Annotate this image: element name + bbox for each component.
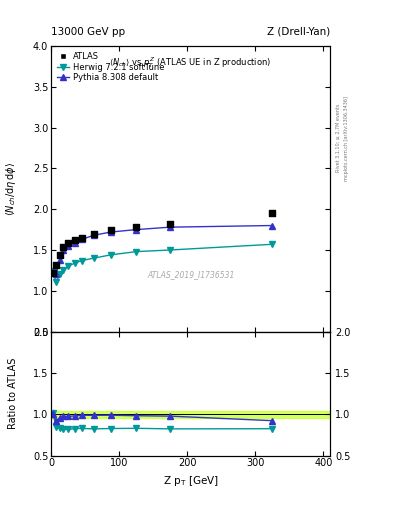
Bar — [51, 411, 330, 418]
Legend: ATLAS, Herwig 7.2.1 softTune, Pythia 8.308 default: ATLAS, Herwig 7.2.1 softTune, Pythia 8.3… — [55, 50, 166, 84]
Point — [79, 233, 85, 242]
Point — [53, 262, 59, 270]
Point — [269, 209, 275, 218]
Point — [90, 229, 97, 238]
Point — [65, 239, 71, 247]
Text: $\langle N_{ch}\rangle$ vs $p_T^Z$ (ATLAS UE in Z production): $\langle N_{ch}\rangle$ vs $p_T^Z$ (ATLA… — [110, 55, 272, 70]
Point — [57, 251, 63, 259]
Point — [72, 236, 78, 244]
Point — [50, 269, 56, 277]
Text: 13000 GeV pp: 13000 GeV pp — [51, 27, 125, 37]
Point — [133, 223, 139, 231]
Y-axis label: Ratio to ATLAS: Ratio to ATLAS — [7, 358, 18, 429]
Point — [108, 226, 114, 234]
X-axis label: Z p$_\mathrm{T}$ [GeV]: Z p$_\mathrm{T}$ [GeV] — [163, 474, 219, 488]
Text: mcplots.cern.ch [arXiv:1306.3436]: mcplots.cern.ch [arXiv:1306.3436] — [344, 96, 349, 181]
Text: Rivet 3.1.10; ≥ 2.7M events: Rivet 3.1.10; ≥ 2.7M events — [336, 104, 341, 173]
Y-axis label: $\langle N_{ch}/\mathrm{d}\eta\,\mathrm{d}\phi\rangle$: $\langle N_{ch}/\mathrm{d}\eta\,\mathrm{… — [4, 162, 18, 216]
Point — [167, 220, 173, 228]
Point — [60, 243, 66, 251]
Text: ATLAS_2019_I1736531: ATLAS_2019_I1736531 — [147, 270, 234, 279]
Text: Z (Drell-Yan): Z (Drell-Yan) — [267, 27, 330, 37]
